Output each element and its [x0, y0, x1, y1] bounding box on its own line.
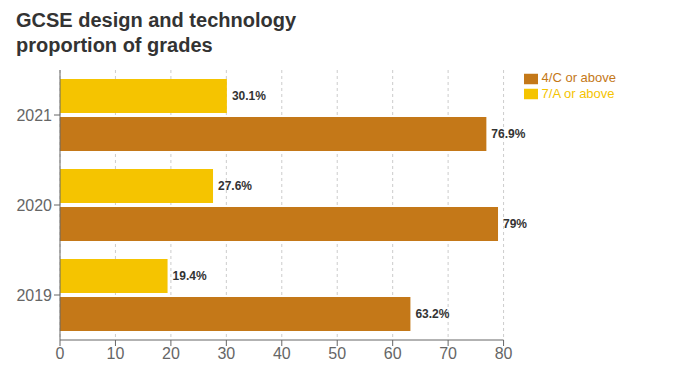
svg-text:20: 20 — [162, 345, 180, 362]
svg-text:70: 70 — [439, 345, 457, 362]
svg-text:2021: 2021 — [16, 107, 52, 124]
html-text:GCSE design and technology: GCSE design and technology — [16, 9, 296, 31]
svg-text:27.6%: 27.6% — [218, 179, 252, 193]
svg-text:60: 60 — [384, 345, 402, 362]
svg-text:80: 80 — [495, 345, 513, 362]
svg-text:79%: 79% — [503, 217, 527, 231]
html-text:proportion of grades: proportion of grades — [16, 34, 213, 56]
svg-text:19.4%: 19.4% — [173, 269, 207, 283]
svg-text:40: 40 — [273, 345, 291, 362]
svg-text:2019: 2019 — [16, 287, 52, 304]
html-text:4/C or above: 4/C or above — [541, 70, 616, 85]
svg-text:63.2%: 63.2% — [415, 307, 449, 321]
svg-text:30: 30 — [217, 345, 235, 362]
svg-text:76.9%: 76.9% — [491, 127, 525, 141]
svg-text:50: 50 — [328, 345, 346, 362]
svg-text:2020: 2020 — [16, 197, 52, 214]
svg-text:30.1%: 30.1% — [232, 89, 266, 103]
html-text:7/A or above: 7/A or above — [541, 85, 615, 101]
svg-text:0: 0 — [56, 345, 65, 362]
svg-text:10: 10 — [107, 345, 125, 362]
